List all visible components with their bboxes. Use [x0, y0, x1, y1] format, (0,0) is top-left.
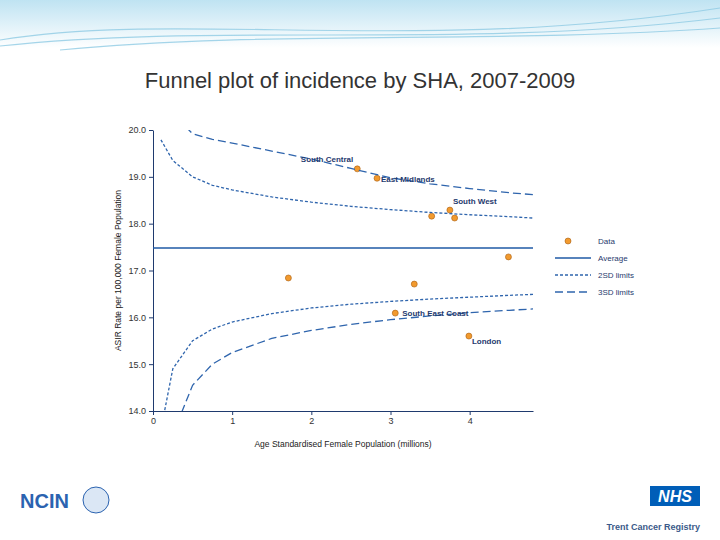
y-tick-mark	[149, 130, 153, 131]
header-swoosh	[60, 28, 720, 50]
x-tick-mark	[311, 411, 312, 415]
logo-globe	[83, 487, 109, 513]
point-label: South East Coast	[402, 309, 469, 318]
x-tick-label: 1	[230, 416, 235, 426]
legend-label: 3SD limits	[598, 288, 634, 297]
y-tick: 15.0	[128, 360, 153, 370]
x-tick-label: 2	[309, 416, 314, 426]
x-tick-label: 3	[388, 416, 393, 426]
point-label: South West	[453, 197, 497, 206]
legend-item: Data	[565, 237, 615, 246]
point-label: East Midlands	[381, 175, 435, 184]
nhs-logo: NHS	[650, 486, 700, 506]
y-tick: 16.0	[128, 313, 153, 323]
y-tick-mark	[149, 177, 153, 178]
point-labels: South Central East Midlands South West Sout…	[301, 155, 502, 346]
y-tick-label: 16.0	[128, 313, 146, 323]
x-axis: 0 1 2 3 4	[151, 411, 534, 426]
x-tick-mark	[470, 411, 471, 415]
x-axis-title: Age Standardised Female Population (mill…	[254, 439, 431, 449]
legend-item: 3SD limits	[555, 288, 634, 297]
point-label: South Central	[301, 155, 353, 164]
x-tick-mark	[391, 411, 392, 415]
x-tick: 3	[388, 411, 393, 426]
lower-limit-line	[161, 309, 533, 411]
upper-limit-line	[161, 130, 533, 195]
nhs-box	[650, 486, 700, 506]
x-tick-label: 4	[468, 416, 473, 426]
legend-line	[555, 257, 591, 259]
y-axis-title: ASIR Rate per 100,000 Female Population	[113, 190, 123, 351]
y-tick: 18.0	[128, 219, 153, 229]
y-tick: 20.0	[128, 125, 153, 135]
y-axis-line	[153, 131, 154, 412]
data-point	[452, 215, 458, 221]
x-tick: 2	[309, 411, 314, 426]
y-tick-mark	[149, 224, 153, 225]
x-tick: 4	[468, 411, 473, 426]
header-band	[0, 0, 720, 48]
legend-marker	[565, 238, 571, 244]
y-tick: 17.0	[128, 266, 153, 276]
nhs-text: NHS	[658, 488, 692, 505]
legend-label: Average	[598, 254, 628, 263]
legend-line	[555, 274, 591, 276]
y-tick: 19.0	[128, 172, 153, 182]
data-point	[429, 213, 435, 219]
y-tick-label: 14.0	[128, 406, 146, 416]
y-tick-mark	[149, 317, 153, 318]
legend-item: 2SD limits	[555, 271, 634, 280]
y-tick-mark	[149, 411, 153, 412]
y-tick-label: 18.0	[128, 219, 146, 229]
x-tick: 1	[230, 411, 235, 426]
point-label: London	[472, 337, 501, 346]
legend-item: Average	[555, 254, 628, 263]
plot-area	[153, 130, 533, 411]
data-point	[411, 281, 417, 287]
y-axis: 14.0 15.0 16.0 17.0 18.0 19.0 20.0	[128, 125, 153, 416]
y-tick-mark	[149, 271, 153, 272]
legend-label: Data	[598, 237, 615, 246]
registry-name: Trent Cancer Registry	[606, 522, 700, 532]
data-point	[505, 254, 511, 260]
data-point	[374, 175, 380, 181]
legend-line	[555, 291, 591, 293]
chart-title: Funnel plot of incidence by SHA, 2007-20…	[145, 68, 576, 93]
x-tick: 0	[151, 411, 156, 426]
x-tick-mark	[232, 411, 233, 415]
y-tick: 14.0	[128, 406, 153, 416]
slide: Funnel plot of incidence by SHA, 2007-20…	[0, 0, 720, 540]
legend: Data Average 2SD limits 3SD limits	[555, 237, 634, 297]
x-axis-line	[154, 411, 534, 412]
logo-text: NCIN	[20, 490, 69, 512]
header-swoosh	[0, 18, 720, 46]
upper-limit-line	[161, 140, 533, 218]
y-tick-label: 20.0	[128, 125, 146, 135]
data-point	[392, 310, 398, 316]
average-line	[153, 247, 533, 248]
data-point	[447, 207, 453, 213]
y-tick-mark	[149, 364, 153, 365]
ncin-logo: NCIN	[20, 487, 109, 513]
legend-label: 2SD limits	[598, 271, 634, 280]
data-point	[285, 275, 291, 281]
y-tick-label: 17.0	[128, 266, 146, 276]
y-tick-label: 19.0	[128, 172, 146, 182]
y-tick-label: 15.0	[128, 360, 146, 370]
x-tick-mark	[153, 411, 154, 415]
x-tick-label: 0	[151, 416, 156, 426]
